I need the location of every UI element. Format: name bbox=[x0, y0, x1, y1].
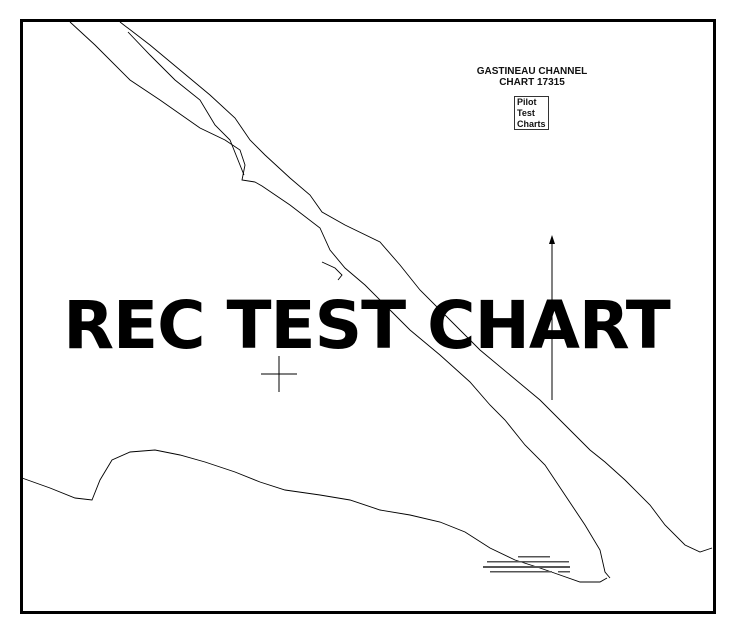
map-frame bbox=[20, 19, 716, 614]
coastline-east-shore bbox=[119, 21, 713, 553]
fine-print-block bbox=[483, 556, 570, 573]
watermark-text: REC TEST CHART bbox=[63, 287, 671, 364]
chart-title: GASTINEAU CHANNEL CHART 17315 bbox=[470, 66, 594, 88]
chart-title-line1: GASTINEAU CHANNEL bbox=[476, 66, 588, 77]
coastline-bay bbox=[321, 261, 343, 281]
crosshair-icon bbox=[261, 356, 297, 392]
coastline-island bbox=[127, 31, 245, 176]
logo-line: Test bbox=[517, 108, 535, 118]
logo-line: Pilot bbox=[517, 97, 537, 107]
coastline-west-shore bbox=[69, 21, 611, 579]
chart-title-line2: CHART 17315 bbox=[499, 77, 565, 88]
arrow-up-icon bbox=[549, 235, 555, 400]
pilot-test-charts-logo: Pilot Test Charts bbox=[514, 96, 549, 130]
logo-line: Charts bbox=[517, 119, 546, 129]
